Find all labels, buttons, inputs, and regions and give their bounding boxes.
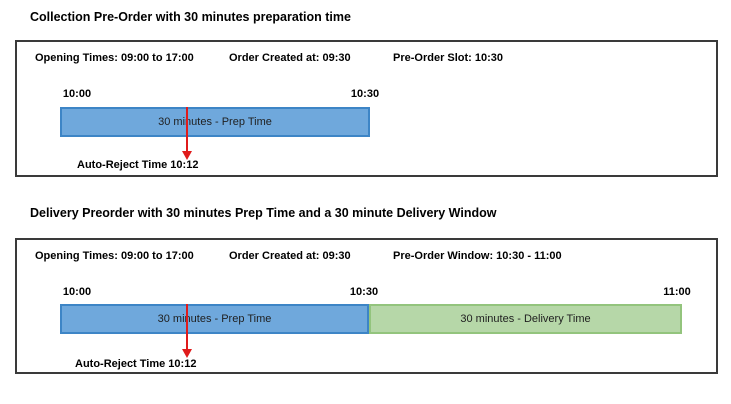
delivery-time-mid-label: 10:30 <box>349 286 379 298</box>
delivery-panel: Opening Times: 09:00 to 17:00 Order Crea… <box>15 238 718 374</box>
delivery-auto-reject-label: Auto-Reject Time 10:12 <box>75 358 197 370</box>
delivery-opening-times-label: Opening Times: 09:00 to 17:00 <box>35 250 194 262</box>
collection-time-start-label: 10:00 <box>62 88 92 100</box>
collection-order-created-label: Order Created at: 09:30 <box>229 52 351 64</box>
arrow-head-icon <box>182 349 192 358</box>
delivery-time-start-label: 10:00 <box>62 286 92 298</box>
collection-section-title: Collection Pre-Order with 30 minutes pre… <box>30 10 351 24</box>
delivery-order-created-label: Order Created at: 09:30 <box>229 250 351 262</box>
delivery-time-end-label: 11:00 <box>663 286 691 298</box>
collection-auto-reject-label: Auto-Reject Time 10:12 <box>77 159 199 171</box>
collection-prep-time-bar: 30 minutes - Prep Time <box>60 107 370 137</box>
delivery-section-title: Delivery Preorder with 30 minutes Prep T… <box>30 206 497 220</box>
arrow-shaft <box>186 304 188 349</box>
collection-preorder-slot-label: Pre-Order Slot: 10:30 <box>393 52 504 64</box>
delivery-prep-time-bar-label: 30 minutes - Prep Time <box>157 313 272 325</box>
collection-opening-times-label: Opening Times: 09:00 to 17:00 <box>35 52 194 64</box>
delivery-prep-time-bar: 30 minutes - Prep Time <box>60 304 369 334</box>
delivery-delivery-time-bar-label: 30 minutes - Delivery Time <box>460 313 591 325</box>
collection-panel: Opening Times: 09:00 to 17:00 Order Crea… <box>15 40 718 177</box>
collection-prep-time-bar-label: 30 minutes - Prep Time <box>158 116 272 128</box>
arrow-shaft <box>186 107 188 151</box>
delivery-delivery-time-bar: 30 minutes - Delivery Time <box>369 304 682 334</box>
collection-time-end-label: 10:30 <box>350 88 380 100</box>
delivery-preorder-window-label: Pre-Order Window: 10:30 - 11:00 <box>393 250 562 262</box>
arrow-head-icon <box>182 151 192 160</box>
